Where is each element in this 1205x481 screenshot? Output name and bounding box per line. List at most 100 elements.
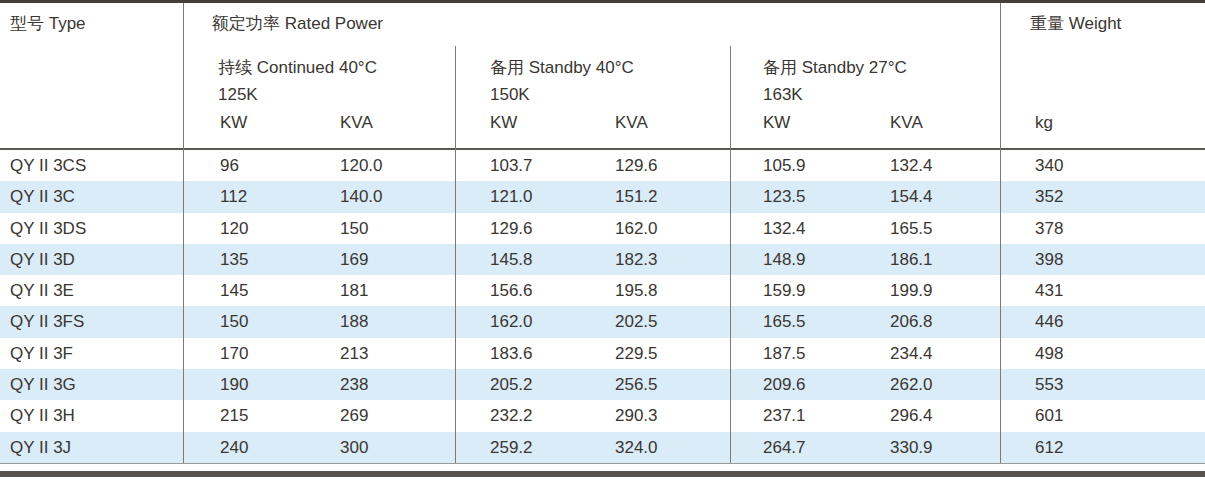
model-cell: QY II 3DS: [10, 213, 86, 244]
kw-standby40-cell: 121.0: [490, 181, 533, 212]
section-continued-title: 持续 Continued 40°C: [218, 58, 377, 78]
kva-standby40-cell: 202.5: [615, 306, 658, 337]
kw-continued-cell: 170: [220, 338, 248, 369]
kva-header-standby40: KVA: [615, 113, 648, 133]
kva-standby27-cell: 262.0: [890, 369, 933, 400]
kw-continued-cell: 215: [220, 400, 248, 431]
divider-continued-standby40: [455, 46, 456, 463]
kw-continued-cell: 190: [220, 369, 248, 400]
divider-rated-weight: [1000, 3, 1001, 463]
kw-standby40-cell: 129.6: [490, 213, 533, 244]
table-row: QY II 3FS 150 188 162.0 202.5 165.5 206.…: [0, 306, 1205, 337]
model-cell: QY II 3G: [10, 369, 76, 400]
rated-power-header: 额定功率 Rated Power: [212, 14, 383, 34]
section-standby27-title: 备用 Standby 27°C: [763, 58, 907, 78]
model-cell: QY II 3C: [10, 181, 75, 212]
kva-standby40-cell: 229.5: [615, 338, 658, 369]
model-cell: QY II 3FS: [10, 306, 84, 337]
kw-standby27-cell: 264.7: [763, 432, 806, 463]
kva-standby40-cell: 151.2: [615, 181, 658, 212]
kva-continued-cell: 140.0: [340, 181, 383, 212]
header-separator-line: [0, 148, 1205, 150]
kva-standby40-cell: 162.0: [615, 213, 658, 244]
kw-continued-cell: 96: [220, 150, 239, 181]
table-body: QY II 3CS 96 120.0 103.7 129.6 105.9 132…: [0, 150, 1205, 463]
table-row: QY II 3J 240 300 259.2 324.0 264.7 330.9…: [0, 432, 1205, 463]
table-bottom-thin-line: [0, 463, 1205, 464]
spec-table: 型号 Type 额定功率 Rated Power 重量 Weight 持续 Co…: [0, 0, 1205, 481]
model-cell: QY II 3J: [10, 432, 71, 463]
model-cell: QY II 3H: [10, 400, 75, 431]
kw-standby40-cell: 259.2: [490, 432, 533, 463]
kva-continued-cell: 238: [340, 369, 368, 400]
kva-standby27-cell: 234.4: [890, 338, 933, 369]
kw-standby27-cell: 159.9: [763, 275, 806, 306]
kw-standby40-cell: 205.2: [490, 369, 533, 400]
kva-standby27-cell: 296.4: [890, 400, 933, 431]
type-column-header: 型号 Type: [10, 14, 86, 34]
kva-continued-cell: 169: [340, 244, 368, 275]
kva-standby27-cell: 165.5: [890, 213, 933, 244]
weight-column-header: 重量 Weight: [1030, 14, 1121, 34]
table-row: QY II 3F 170 213 183.6 229.5 187.5 234.4…: [0, 338, 1205, 369]
kva-continued-cell: 181: [340, 275, 368, 306]
kw-continued-cell: 112: [220, 181, 247, 212]
kva-standby27-cell: 132.4: [890, 150, 933, 181]
kw-standby27-cell: 187.5: [763, 338, 806, 369]
table-row: QY II 3C 112 140.0 121.0 151.2 123.5 154…: [0, 181, 1205, 212]
model-cell: QY II 3E: [10, 275, 74, 306]
weight-cell: 446: [1035, 306, 1063, 337]
kw-standby40-cell: 145.8: [490, 244, 533, 275]
weight-cell: 378: [1035, 213, 1063, 244]
table-row: QY II 3DS 120 150 129.6 162.0 132.4 165.…: [0, 213, 1205, 244]
kw-standby40-cell: 156.6: [490, 275, 533, 306]
kw-header-standby27: KW: [763, 113, 790, 133]
kva-standby27-cell: 186.1: [890, 244, 933, 275]
weight-cell: 601: [1035, 400, 1063, 431]
weight-cell: 498: [1035, 338, 1063, 369]
table-row: QY II 3E 145 181 156.6 195.8 159.9 199.9…: [0, 275, 1205, 306]
section-standby27-kclass: 163K: [763, 85, 803, 105]
kw-standby27-cell: 123.5: [763, 181, 806, 212]
kva-continued-cell: 150: [340, 213, 368, 244]
kva-header-standby27: KVA: [890, 113, 923, 133]
section-standby40-title: 备用 Standby 40°C: [490, 58, 634, 78]
kva-header-continued: KVA: [340, 113, 373, 133]
table-row: QY II 3H 215 269 232.2 290.3 237.1 296.4…: [0, 400, 1205, 431]
model-cell: QY II 3D: [10, 244, 75, 275]
kw-standby27-cell: 148.9: [763, 244, 806, 275]
table-top-border: [0, 0, 1205, 3]
weight-cell: 431: [1035, 275, 1063, 306]
kva-continued-cell: 213: [340, 338, 368, 369]
weight-cell: 553: [1035, 369, 1063, 400]
kw-continued-cell: 135: [220, 244, 248, 275]
kva-standby40-cell: 324.0: [615, 432, 658, 463]
weight-cell: 612: [1035, 432, 1063, 463]
kw-standby27-cell: 165.5: [763, 306, 806, 337]
kw-standby40-cell: 162.0: [490, 306, 533, 337]
kva-continued-cell: 300: [340, 432, 368, 463]
weight-unit-label: kg: [1035, 113, 1053, 133]
divider-type-rated: [183, 3, 184, 463]
kva-continued-cell: 269: [340, 400, 368, 431]
kva-continued-cell: 188: [340, 306, 368, 337]
divider-standby40-standby27: [730, 46, 731, 463]
kva-standby27-cell: 206.8: [890, 306, 933, 337]
kva-standby40-cell: 195.8: [615, 275, 658, 306]
section-continued-kclass: 125K: [218, 85, 258, 105]
kva-standby27-cell: 154.4: [890, 181, 933, 212]
kw-standby40-cell: 103.7: [490, 150, 533, 181]
table-row: QY II 3CS 96 120.0 103.7 129.6 105.9 132…: [0, 150, 1205, 181]
table-bottom-border: [0, 471, 1205, 477]
weight-cell: 352: [1035, 181, 1063, 212]
kw-continued-cell: 145: [220, 275, 248, 306]
kw-standby27-cell: 132.4: [763, 213, 806, 244]
kva-standby40-cell: 290.3: [615, 400, 658, 431]
kva-standby40-cell: 182.3: [615, 244, 658, 275]
kw-standby40-cell: 183.6: [490, 338, 533, 369]
kw-header-standby40: KW: [490, 113, 517, 133]
model-cell: QY II 3CS: [10, 150, 86, 181]
kw-standby27-cell: 105.9: [763, 150, 806, 181]
kva-continued-cell: 120.0: [340, 150, 383, 181]
model-cell: QY II 3F: [10, 338, 73, 369]
